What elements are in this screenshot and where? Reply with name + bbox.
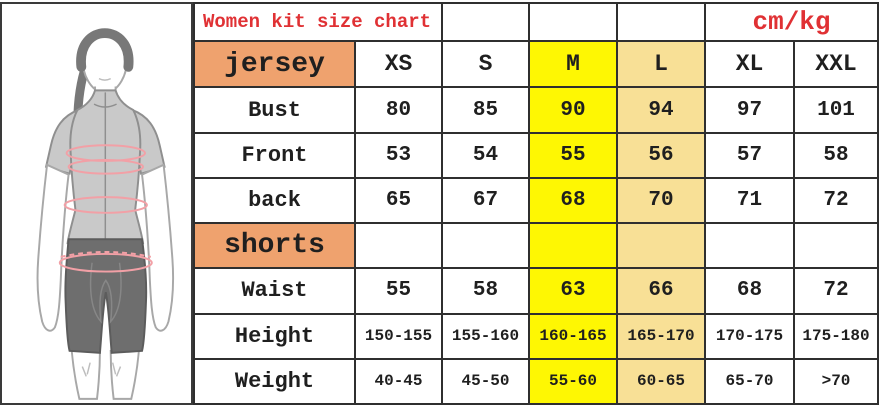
shorts <box>64 238 148 354</box>
size-header-xl: XL <box>704 40 796 89</box>
underbust-measure-line <box>67 158 144 175</box>
pad-outline <box>89 262 122 324</box>
shorts-header-row: shorts <box>193 222 879 270</box>
empty-cell <box>528 222 619 270</box>
row-label: Height <box>193 312 356 360</box>
empty-cell <box>441 1 531 43</box>
table-row-height: Height 150-155 155-160 160-165 165-170 1… <box>193 312 879 360</box>
table-row-back: back 65 67 68 70 71 72 <box>193 176 879 225</box>
leg-detail-strokes <box>81 362 122 377</box>
cell-value: 80 <box>353 86 444 134</box>
row-label: Bust <box>193 86 356 134</box>
unit-label: cm/kg <box>704 1 879 43</box>
jersey-header-row: jersey XS S M L XL XXL <box>193 40 879 89</box>
cell-value: 71 <box>704 176 796 225</box>
hip-measure-dashed-line <box>60 250 152 258</box>
cell-value: 155-160 <box>441 312 531 360</box>
cell-value: 68 <box>528 176 619 225</box>
cell-value: 63 <box>528 267 619 315</box>
cell-value: 90 <box>528 86 619 134</box>
cell-value: 175-180 <box>793 312 879 360</box>
hair <box>76 28 134 72</box>
row-label: Front <box>193 131 356 179</box>
cell-value: 65 <box>353 176 444 225</box>
title-row: Women kit size chart cm/kg <box>192 1 879 43</box>
cell-value: 165-170 <box>616 312 707 360</box>
empty-cell <box>793 222 879 270</box>
hip-measure-line <box>58 252 153 273</box>
cell-value: 54 <box>441 131 531 179</box>
right-leg <box>109 347 141 400</box>
cell-value: 150-155 <box>353 312 444 360</box>
cell-value: 56 <box>616 131 707 179</box>
mouth-line <box>98 77 112 81</box>
row-label: back <box>193 176 356 225</box>
row-label: Waist <box>193 267 356 315</box>
cell-value: 66 <box>616 267 707 315</box>
woman-cycling-kit-figure <box>36 28 175 400</box>
cell-value: 58 <box>441 267 531 315</box>
size-chart-table: Women kit size chart cm/kg jersey XS S M… <box>192 1 879 406</box>
cell-value: 97 <box>704 86 796 134</box>
chart-title: Women kit size chart <box>192 1 444 43</box>
empty-cell <box>616 1 707 43</box>
waist-measure-line <box>63 196 148 214</box>
table-row-front: Front 53 54 55 56 57 58 <box>193 131 879 179</box>
figure-panel <box>0 2 193 405</box>
empty-cell <box>528 1 619 43</box>
cell-value: 55-60 <box>528 357 619 406</box>
empty-cell <box>353 222 444 270</box>
cell-value: 57 <box>704 131 796 179</box>
cell-value: 58 <box>793 131 879 179</box>
cell-value: 53 <box>353 131 444 179</box>
empty-cell <box>441 222 531 270</box>
cell-value: 68 <box>704 267 796 315</box>
cell-value: 67 <box>441 176 531 225</box>
cell-value: 55 <box>528 131 619 179</box>
cell-value: 72 <box>793 176 879 225</box>
cell-value: 94 <box>616 86 707 134</box>
table-row-weight: Weight 40-45 45-50 55-60 60-65 65-70 >70 <box>193 357 879 406</box>
cell-value: 70 <box>616 176 707 225</box>
cell-value: 101 <box>793 86 879 134</box>
cell-value: 45-50 <box>441 357 531 406</box>
cell-value: 60-65 <box>616 357 707 406</box>
cell-value: 170-175 <box>704 312 796 360</box>
empty-cell <box>704 222 796 270</box>
section-label-jersey: jersey <box>193 40 356 89</box>
cell-value: 72 <box>793 267 879 315</box>
left-arm <box>36 163 70 332</box>
cell-value: 55 <box>353 267 444 315</box>
cell-value: >70 <box>793 357 879 406</box>
row-label: Weight <box>193 357 356 406</box>
cell-value: 65-70 <box>704 357 796 406</box>
right-arm <box>140 163 175 332</box>
size-header-m: M <box>528 40 619 89</box>
section-label-shorts: shorts <box>193 222 356 270</box>
table-row-waist: Waist 55 58 63 66 68 72 <box>193 267 879 315</box>
table-row-bust: Bust 80 85 90 94 97 101 <box>193 86 879 134</box>
empty-cell <box>616 222 707 270</box>
size-header-xs: XS <box>353 40 444 89</box>
cell-value: 85 <box>441 86 531 134</box>
size-header-s: S <box>441 40 531 89</box>
cell-value: 40-45 <box>353 357 444 406</box>
cell-value: 160-165 <box>528 312 619 360</box>
size-header-l: L <box>616 40 707 89</box>
size-header-xxl: XXL <box>793 40 879 89</box>
